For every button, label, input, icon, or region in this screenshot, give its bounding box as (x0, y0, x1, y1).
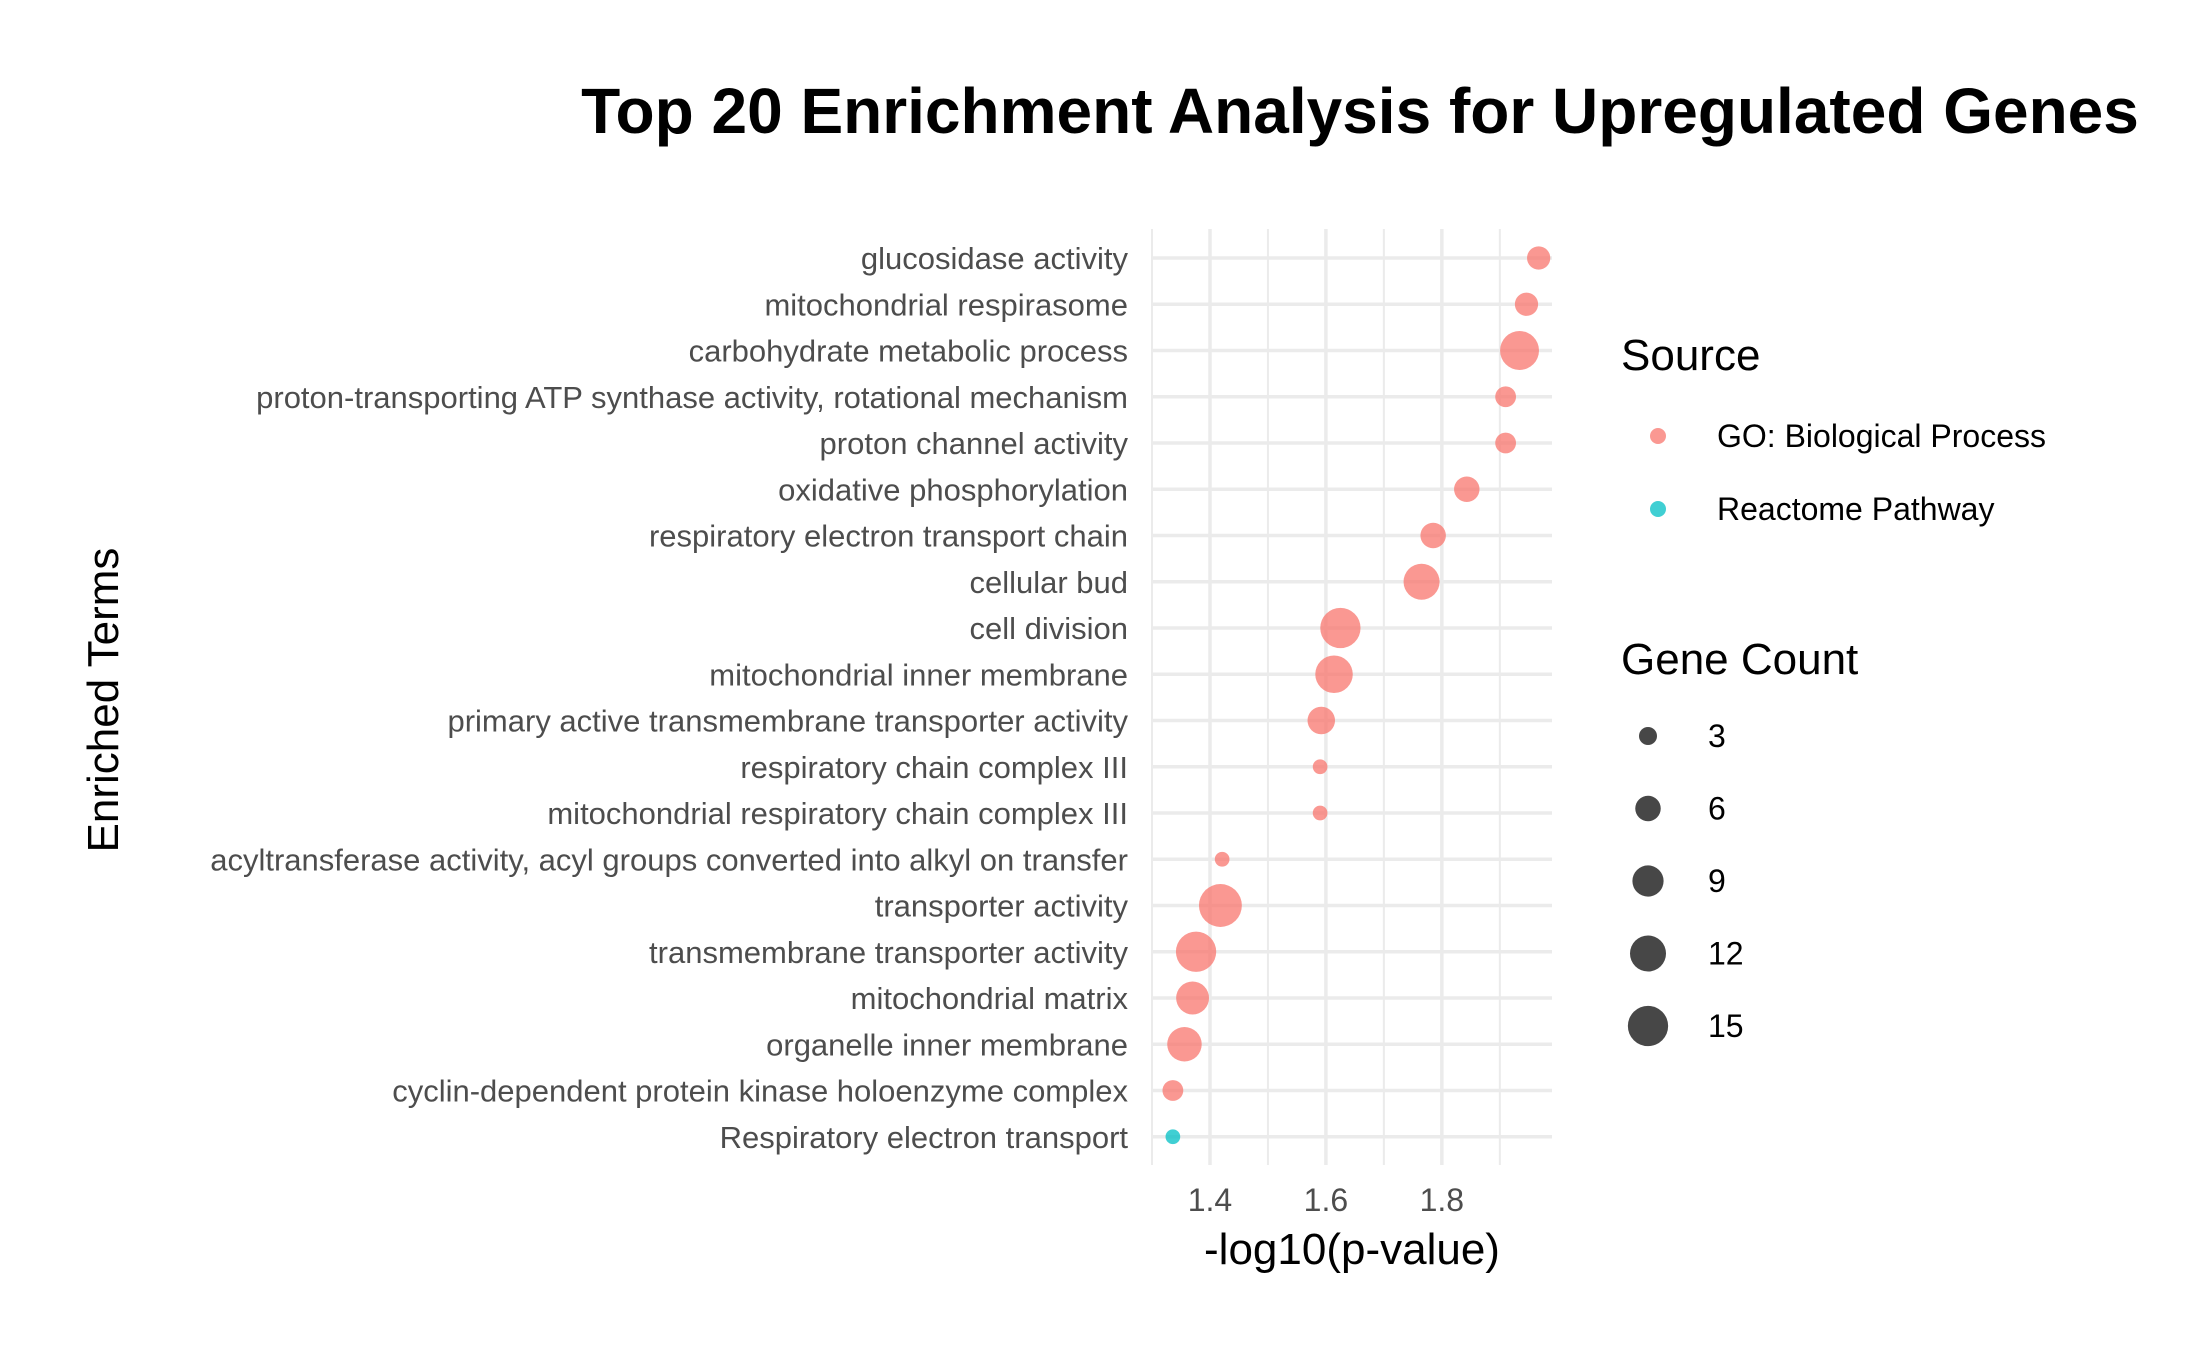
data-point (1175, 931, 1217, 972)
chart-title: Top 20 Enrichment Analysis for Upregulat… (581, 75, 2139, 147)
y-tick-label: cellular bud (969, 565, 1128, 600)
data-point (1320, 607, 1361, 649)
data-point (1165, 1129, 1181, 1145)
legend: Source GO: Biological Process Reactome P… (1621, 331, 2046, 1047)
size-legend-key (1638, 726, 1658, 746)
data-point (1167, 1027, 1202, 1062)
legend-key-reactome (1650, 501, 1666, 517)
y-tick-label: glucosidase activity (861, 241, 1129, 276)
data-point (1176, 981, 1210, 1015)
data-point (1198, 884, 1242, 927)
y-tick-label: transmembrane transporter activity (649, 935, 1128, 970)
y-tick-label: cell division (969, 611, 1128, 646)
size-legend-key (1627, 1005, 1669, 1047)
y-tick-label: oxidative phosphorylation (778, 472, 1128, 507)
y-tick-label: carbohydrate metabolic process (689, 334, 1128, 369)
y-tick-label: respiratory chain complex III (740, 750, 1128, 785)
x-tick-label: 1.4 (1188, 1182, 1232, 1218)
y-tick-label: proton-transporting ATP synthase activit… (256, 380, 1128, 415)
size-legend-label: 3 (1708, 718, 1726, 754)
legend-label-go: GO: Biological Process (1717, 418, 2046, 454)
data-point (1162, 1080, 1184, 1101)
data-point (1454, 476, 1480, 502)
y-tick-label: respiratory electron transport chain (649, 519, 1128, 554)
data-point (1420, 522, 1446, 549)
data-point (1514, 292, 1539, 316)
y-tick-label: mitochondrial matrix (851, 981, 1129, 1016)
data-point (1495, 386, 1517, 408)
x-tick-label: 1.8 (1420, 1182, 1464, 1218)
size-legend-label: 9 (1708, 863, 1726, 899)
size-legend-key (1629, 935, 1667, 972)
size-legend-label: 6 (1708, 791, 1726, 827)
size-legend: 3 6 9 12 15 (1627, 718, 1744, 1047)
y-tick-label: cyclin-dependent protein kinase holoenzy… (392, 1074, 1128, 1109)
legend-count-title: Gene Count (1621, 635, 1858, 684)
data-point (1214, 851, 1230, 867)
data-point (1315, 655, 1353, 693)
legend-key-go (1650, 428, 1666, 444)
data-point (1500, 331, 1539, 370)
size-legend-key (1632, 865, 1664, 897)
data-points (1162, 246, 1551, 1145)
y-tick-label: organelle inner membrane (766, 1027, 1128, 1062)
data-point (1527, 246, 1551, 270)
size-legend-key (1635, 795, 1661, 822)
y-axis-title: Enriched Terms (79, 548, 128, 853)
y-tick-label: acyltransferase activity, acyl groups co… (210, 842, 1128, 877)
x-tick-labels: 1.4 1.6 1.8 (1188, 1182, 1464, 1218)
y-tick-label: mitochondrial inner membrane (709, 657, 1128, 692)
y-tick-label: transporter activity (875, 889, 1129, 924)
y-tick-label: mitochondrial respiratory chain complex … (547, 796, 1128, 831)
data-point (1495, 432, 1517, 454)
data-point (1312, 805, 1328, 821)
data-point (1307, 706, 1336, 735)
legend-source-title: Source (1621, 331, 1760, 380)
x-tick-label: 1.6 (1304, 1182, 1348, 1218)
y-tick-labels: glucosidase activity mitochondrial respir… (210, 241, 1128, 1155)
size-legend-label: 15 (1708, 1008, 1744, 1044)
x-axis-title: -log10(p-value) (1204, 1225, 1500, 1274)
size-legend-label: 12 (1708, 936, 1744, 972)
y-tick-label: proton channel activity (820, 426, 1129, 461)
y-tick-label: primary active transmembrane transporter… (447, 704, 1128, 739)
y-tick-label: mitochondrial respirasome (764, 287, 1128, 322)
data-point (1312, 759, 1328, 775)
y-tick-label: Respiratory electron transport (720, 1120, 1129, 1155)
legend-label-reactome: Reactome Pathway (1717, 491, 1994, 527)
plot-grid (1151, 229, 1552, 1165)
data-point (1403, 563, 1440, 600)
